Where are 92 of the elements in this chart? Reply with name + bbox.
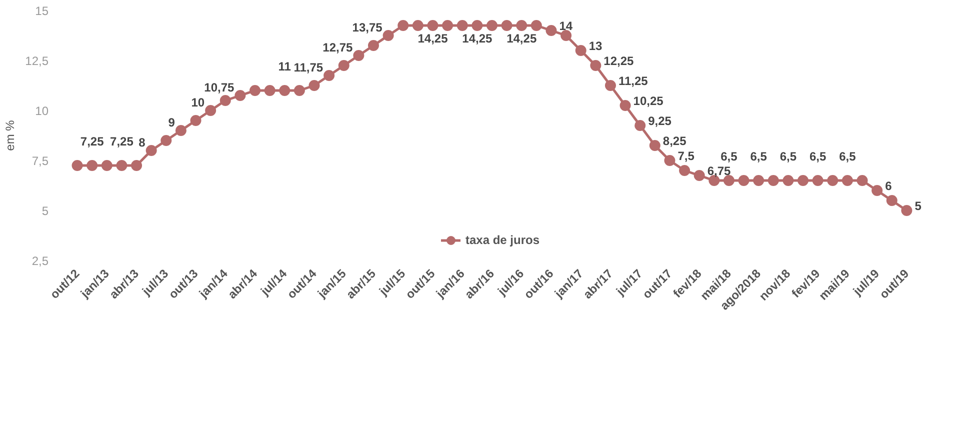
point [546, 25, 557, 36]
point [620, 100, 631, 111]
point [472, 20, 483, 31]
point [812, 175, 824, 186]
data-label: 9,25 [648, 114, 672, 128]
data-label: 12,75 [322, 40, 354, 54]
data-label: 10 [191, 96, 205, 110]
point [427, 20, 438, 31]
data-label: 11,75 [294, 60, 324, 74]
data-label: 6 [885, 179, 892, 193]
point [338, 60, 350, 71]
point [842, 175, 853, 186]
y-axis-title: em % [3, 120, 18, 151]
y-tick-label: 7,5 [32, 154, 49, 168]
point [160, 135, 172, 146]
point [101, 160, 112, 171]
point [872, 185, 883, 196]
point [398, 20, 409, 31]
data-label: 8 [138, 136, 146, 150]
point [679, 165, 690, 176]
point [131, 160, 142, 171]
point [856, 175, 868, 186]
point [738, 175, 750, 186]
point [486, 20, 498, 31]
point [501, 20, 512, 31]
point [604, 80, 616, 91]
data-label: 7,25 [110, 134, 134, 148]
point [412, 20, 424, 31]
point [516, 20, 528, 31]
point [264, 85, 276, 96]
data-label: 14 [559, 19, 573, 33]
point [146, 145, 157, 156]
point [324, 70, 335, 81]
data-label: 8,25 [662, 134, 687, 148]
data-label: 9 [168, 116, 176, 130]
data-label: 7,25 [80, 134, 104, 148]
point [116, 160, 128, 171]
data-label: 7,5 [678, 149, 695, 163]
data-label: 6,5 [809, 150, 826, 164]
point [634, 120, 646, 131]
data-label: 6,5 [839, 150, 856, 164]
point [190, 115, 202, 126]
data-label: 10,25 [633, 94, 664, 108]
point [694, 170, 705, 181]
point [827, 175, 838, 186]
y-tick-label: 2,5 [32, 254, 49, 268]
point [353, 50, 364, 61]
point [530, 20, 542, 31]
data-label: 6,5 [750, 150, 768, 164]
data-label: 5 [914, 199, 922, 213]
y-tick-label: 5 [42, 204, 49, 218]
point [234, 90, 246, 101]
point [590, 60, 602, 71]
point [560, 30, 572, 41]
data-label: 11 [278, 60, 292, 74]
point [664, 155, 676, 166]
point [753, 175, 764, 186]
point [308, 80, 320, 91]
point [86, 160, 98, 171]
point [175, 125, 186, 136]
data-label: 6,75 [707, 164, 732, 178]
point [368, 40, 379, 51]
y-tick-label: 15 [35, 4, 49, 18]
point [220, 95, 231, 106]
point [279, 85, 290, 96]
point [72, 160, 83, 171]
point [798, 175, 809, 186]
data-label: 14,25 [418, 32, 448, 46]
data-label: 14,25 [506, 32, 537, 46]
data-label: 13 [588, 39, 603, 53]
point [886, 195, 898, 206]
data-label: 6,5 [780, 150, 797, 164]
point [901, 205, 912, 216]
data-label: 14,25 [462, 32, 493, 46]
point [768, 175, 779, 186]
data-label: 12,25 [604, 54, 634, 68]
point [250, 85, 261, 96]
point [649, 140, 660, 151]
point [782, 175, 794, 186]
point [382, 30, 394, 41]
data-label: 6,5 [720, 150, 738, 164]
point [442, 20, 454, 31]
legend-label: taxa de juros [465, 233, 540, 247]
data-label: 11,25 [618, 74, 648, 88]
point [456, 20, 468, 31]
y-tick-label: 12,5 [25, 54, 49, 68]
point [575, 45, 586, 56]
y-tick-label: 10 [35, 104, 49, 118]
data-label: 10,75 [204, 80, 235, 94]
data-label: 13,75 [352, 20, 383, 34]
point [294, 85, 305, 96]
point [205, 105, 216, 116]
